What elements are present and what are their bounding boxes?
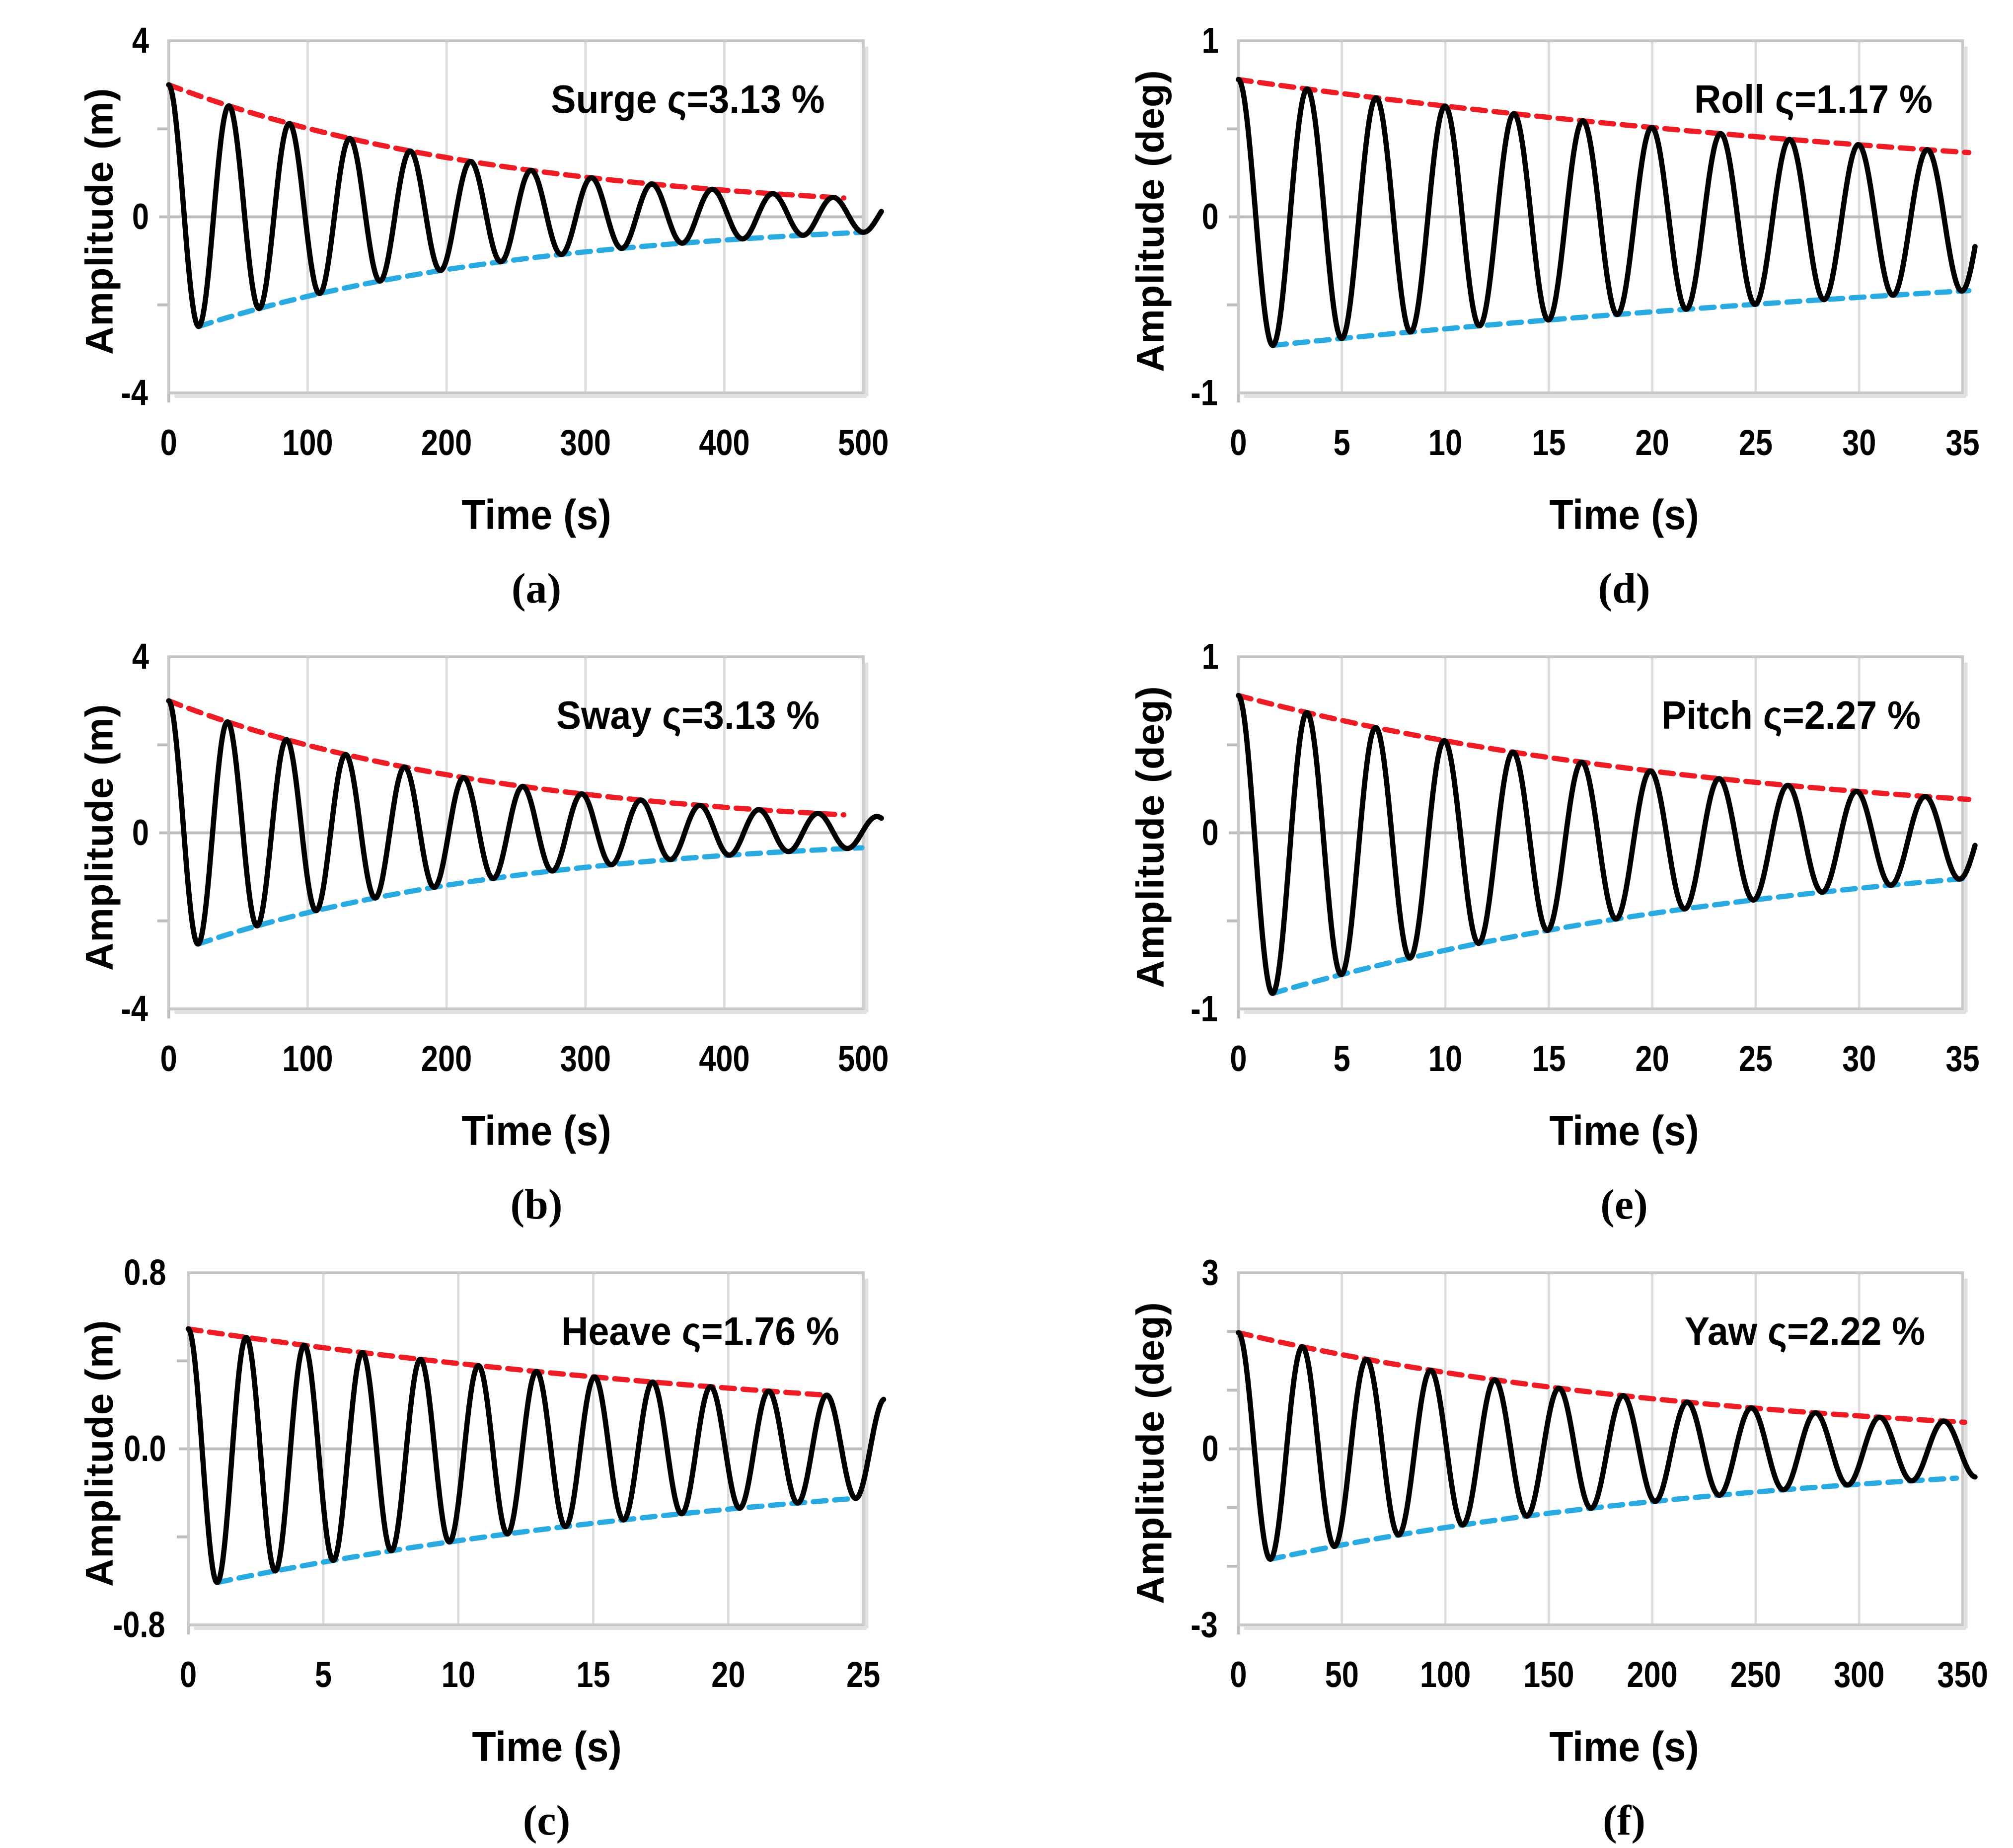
svg-text:300: 300 — [560, 423, 611, 463]
svg-text:100: 100 — [282, 1039, 333, 1079]
sway-chart-canvas: 4 0 -4 0 100 200 300 400 500 — [121, 637, 889, 1079]
svg-text:0: 0 — [1230, 423, 1247, 463]
roll-y-axis-title: Amplitude (deg) — [1128, 70, 1172, 373]
panel-roll: 1 0 -1 0 5 10 15 20 25 30 35 Amplitude (deg) Roll … — [1026, 8, 1993, 612]
svg-text:30: 30 — [1842, 423, 1876, 463]
svg-text:-4: -4 — [121, 989, 149, 1029]
pitch-y-axis-title: Amplitude (deg) — [1128, 686, 1172, 989]
svg-text:50: 50 — [1325, 1655, 1359, 1695]
surge-y-axis-title: Amplitude (m) — [77, 87, 121, 355]
roll-panel-letter: (d) — [1598, 564, 1650, 612]
svg-text:500: 500 — [838, 423, 889, 463]
svg-text:200: 200 — [1627, 1655, 1677, 1695]
sway-title: Sway ς=3.13 % — [556, 693, 820, 737]
surge-x-axis-title: Time (s) — [461, 491, 611, 538]
svg-text:0.8: 0.8 — [124, 1253, 166, 1293]
svg-text:400: 400 — [699, 1039, 749, 1079]
svg-text:1: 1 — [1202, 20, 1219, 61]
surge-chart-canvas: 4 0 -4 0 100 200 300 400 500 — [121, 21, 889, 463]
heave-panel-letter: (c) — [522, 1796, 571, 1844]
svg-text:-1: -1 — [1191, 989, 1218, 1029]
svg-text:150: 150 — [1523, 1655, 1574, 1695]
roll-x-axis-title: Time (s) — [1549, 491, 1699, 538]
svg-text:25: 25 — [846, 1655, 880, 1695]
yaw-panel-letter: (f) — [1603, 1796, 1645, 1844]
pitch-title: Pitch ς=2.27 % — [1661, 693, 1921, 737]
heave-title: Heave ς=1.76 % — [561, 1309, 839, 1353]
svg-text:300: 300 — [1834, 1655, 1884, 1695]
svg-text:100: 100 — [282, 423, 333, 463]
svg-text:200: 200 — [421, 1039, 472, 1079]
svg-text:300: 300 — [560, 1039, 611, 1079]
svg-text:15: 15 — [1532, 1039, 1566, 1079]
svg-text:0: 0 — [132, 197, 149, 237]
svg-text:-0.8: -0.8 — [113, 1605, 165, 1645]
pitch-chart-canvas: 10-10 5 10 15 20 25 30 35 — [1191, 636, 1979, 1079]
svg-text:0: 0 — [160, 1039, 177, 1079]
heave-y-axis-title: Amplitude (m) — [77, 1319, 121, 1587]
surge-title: Surge ς=3.13 % — [551, 77, 825, 121]
svg-text:-3: -3 — [1191, 1605, 1218, 1645]
svg-text:35: 35 — [1945, 1039, 1979, 1079]
svg-text:20: 20 — [1636, 423, 1669, 463]
svg-text:20: 20 — [1636, 1039, 1669, 1079]
svg-text:4: 4 — [132, 21, 149, 61]
svg-text:10: 10 — [1428, 1039, 1462, 1079]
svg-text:15: 15 — [1532, 423, 1566, 463]
yaw-title: Yaw ς=2.22 % — [1684, 1309, 1926, 1353]
svg-text:-1: -1 — [1191, 373, 1218, 413]
svg-text:25: 25 — [1739, 1039, 1773, 1079]
svg-text:0.0: 0.0 — [124, 1429, 166, 1469]
yaw-y-axis-title: Amplitude (deg) — [1128, 1302, 1172, 1605]
svg-text:500: 500 — [838, 1039, 889, 1079]
yaw-x-axis-title: Time (s) — [1549, 1723, 1699, 1770]
panel-heave: 0.8 0.0 -0.8 0 5 10 15 20 25 Amplitude (m) Heave… — [20, 1240, 986, 1844]
pitch-panel-letter: (e) — [1600, 1180, 1648, 1228]
svg-text:0: 0 — [132, 813, 149, 853]
svg-text:10: 10 — [442, 1655, 475, 1695]
svg-text:25: 25 — [1739, 423, 1773, 463]
panel-sway: 4 0 -4 0 100 200 300 400 500 Amplitude (m) Sway … — [20, 624, 986, 1228]
svg-text:10: 10 — [1428, 423, 1462, 463]
sway-x-axis-title: Time (s) — [461, 1107, 611, 1154]
svg-text:200: 200 — [421, 423, 472, 463]
svg-text:0: 0 — [1230, 1655, 1247, 1695]
sway-panel-letter: (b) — [510, 1180, 563, 1228]
svg-text:5: 5 — [315, 1655, 332, 1695]
svg-text:0: 0 — [1202, 1429, 1219, 1469]
panel-pitch: 1 0 -1 0 5 10 15 20 25 30 35 Amplitude (deg) Pitch… — [1026, 624, 1993, 1228]
svg-text:0: 0 — [1202, 197, 1219, 237]
panel-surge: 4 0 -4 0 100 200 300 400 500 Amplitude (m) Surge… — [20, 8, 986, 612]
svg-text:0: 0 — [160, 423, 177, 463]
svg-text:5: 5 — [1334, 423, 1350, 463]
heave-chart-canvas: 0.8 0.0 -0.8 0 5 10 15 20 25 — [113, 1253, 887, 1695]
sway-y-axis-title: Amplitude (m) — [77, 703, 121, 971]
roll-title: Roll ς=1.17 % — [1694, 77, 1933, 121]
yaw-chart-canvas: 3 0 -3 0 50 100 150 200 250 300 350 — [1191, 1252, 1988, 1695]
svg-text:5: 5 — [1334, 1039, 1350, 1079]
svg-text:3: 3 — [1202, 1252, 1219, 1293]
svg-text:30: 30 — [1842, 1039, 1876, 1079]
roll-chart-canvas: 10-10 5 10 15 20 25 30 35 — [1191, 20, 1979, 463]
heave-x-axis-title: Time (s) — [471, 1723, 622, 1770]
svg-text:350: 350 — [1937, 1655, 1988, 1695]
svg-text:1: 1 — [1202, 636, 1219, 677]
panel-yaw: 3 0 -3 0 50 100 150 200 250 300 350 Amplitude (deg… — [1026, 1240, 1993, 1844]
svg-text:-4: -4 — [121, 373, 149, 413]
svg-text:400: 400 — [699, 423, 749, 463]
surge-panel-letter: (a) — [511, 564, 562, 612]
svg-text:4: 4 — [132, 637, 149, 677]
svg-text:35: 35 — [1945, 423, 1979, 463]
svg-text:15: 15 — [576, 1655, 610, 1695]
svg-text:100: 100 — [1420, 1655, 1471, 1695]
svg-text:0: 0 — [1230, 1039, 1247, 1079]
svg-text:0: 0 — [180, 1655, 197, 1695]
pitch-x-axis-title: Time (s) — [1549, 1107, 1699, 1154]
svg-text:250: 250 — [1730, 1655, 1781, 1695]
svg-text:20: 20 — [711, 1655, 745, 1695]
svg-text:0: 0 — [1202, 813, 1219, 853]
